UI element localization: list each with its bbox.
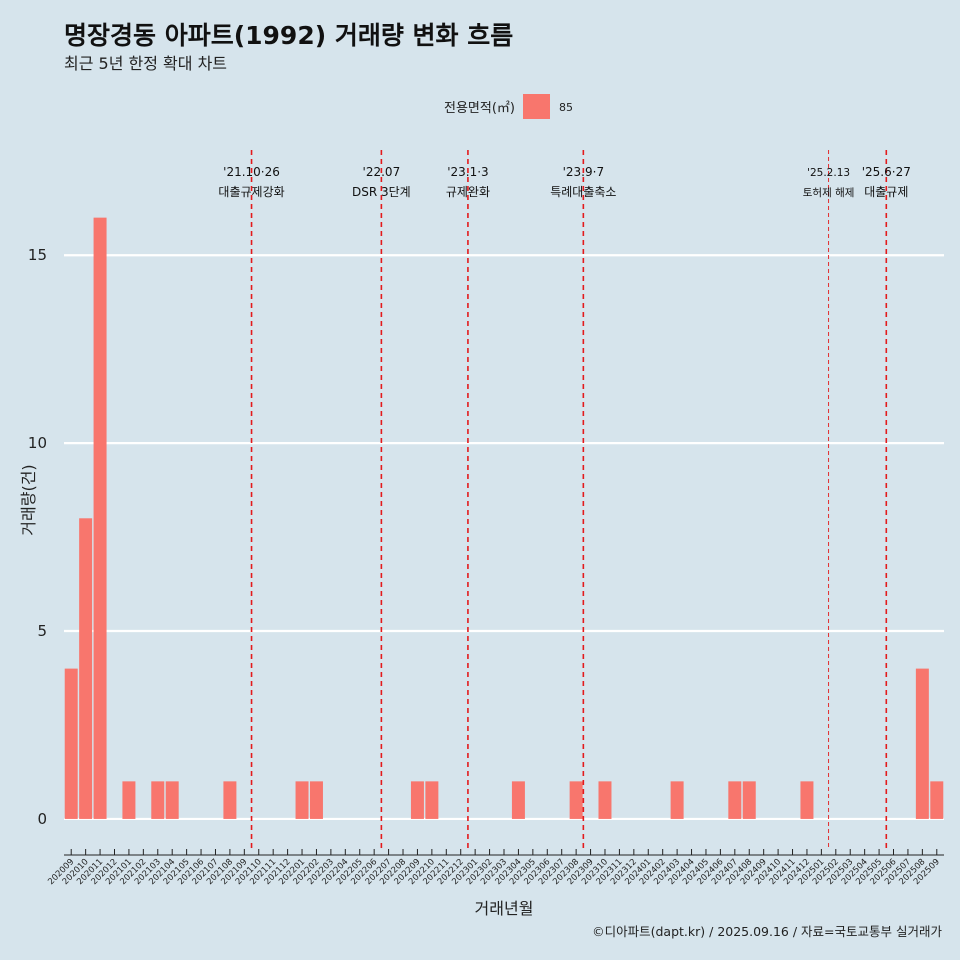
y-tick-label: 5 — [37, 622, 47, 640]
bar-202407 — [728, 781, 742, 819]
bar-202308 — [569, 781, 583, 819]
event-date: '22.07 — [363, 165, 401, 179]
x-axis-label: 거래년월 — [475, 899, 534, 918]
chart-subtitle: 최근 5년 한정 확대 차트 — [64, 54, 227, 73]
bar-202403 — [670, 781, 684, 819]
chart-title: 명장경동 아파트(1992) 거래량 변화 흐름 — [64, 21, 513, 50]
bar-202412 — [800, 781, 814, 819]
bar-202408 — [742, 781, 756, 819]
event-label: 토허제 해제 — [803, 186, 855, 199]
event-date: '21.10·26 — [223, 165, 280, 179]
bar-202103 — [151, 781, 165, 819]
event-label: 대출규제강화 — [218, 185, 284, 199]
bar-202009 — [64, 668, 78, 819]
event-label: 대출규제 — [864, 185, 908, 199]
event-label: DSR 3단계 — [352, 185, 411, 199]
bar-202108 — [223, 781, 237, 819]
event-date: '25.6·27 — [862, 165, 911, 179]
legend-swatch — [523, 94, 550, 119]
legend: 전용면적(㎡) 85 — [444, 94, 573, 119]
y-tick-label: 10 — [28, 434, 47, 452]
bar-202011 — [93, 217, 107, 819]
bar-202210 — [425, 781, 439, 819]
caption: ©디아파트(dapt.kr) / 2025.09.16 / 자료=국토교통부 실… — [592, 924, 942, 939]
event-date: '25.2.13 — [807, 167, 850, 179]
bar-202304 — [511, 781, 525, 819]
y-axis-label: 거래량(건) — [19, 464, 38, 535]
y-axis: 0 5 10 15 — [28, 246, 47, 828]
y-tick-label: 15 — [28, 246, 47, 264]
event-date: '23.1·3 — [447, 165, 488, 179]
bar-202509 — [930, 781, 944, 819]
bar-202310 — [598, 781, 612, 819]
bar-202010 — [79, 518, 93, 819]
bar-202201 — [295, 781, 309, 819]
legend-title: 전용면적(㎡) — [444, 101, 515, 116]
y-tick-label: 0 — [37, 810, 47, 828]
event-label: 규제완화 — [446, 185, 490, 199]
event-date: '23.9·7 — [563, 165, 604, 179]
bar-202209 — [410, 781, 424, 819]
bar-202508 — [915, 668, 929, 819]
bar-202202 — [309, 781, 323, 819]
bars — [64, 217, 944, 819]
bar-202101 — [122, 781, 136, 819]
x-axis: 2020092020102020112020122021012021022021… — [46, 849, 944, 887]
bar-202104 — [165, 781, 179, 819]
event-label: 특례대출축소 — [550, 185, 616, 199]
legend-label: 85 — [559, 101, 573, 114]
event-lines: '21.10·26 대출규제강화 '22.07 DSR 3단계 '23.1·3 규제완화 '… — [218, 150, 911, 849]
gridlines — [64, 254, 944, 821]
